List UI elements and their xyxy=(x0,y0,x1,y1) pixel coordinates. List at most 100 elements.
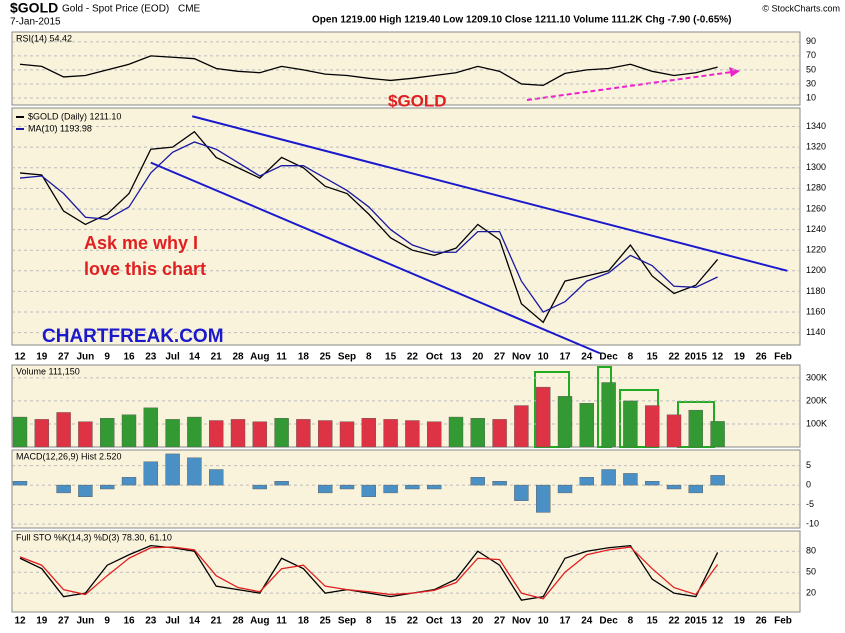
y-tick-label: 30 xyxy=(806,78,816,88)
x-tick-label: 19 xyxy=(734,616,746,627)
trendline xyxy=(150,161,601,355)
x-tick-label: Oct xyxy=(426,352,443,363)
bar xyxy=(623,473,638,486)
bar xyxy=(274,481,289,486)
bar xyxy=(143,407,159,448)
symbol: $GOLD xyxy=(10,0,58,16)
y-tick-label: 1140 xyxy=(806,327,825,337)
bar xyxy=(623,400,638,448)
exchange: CME xyxy=(178,4,201,15)
bar xyxy=(492,481,507,486)
x-tick-label: 18 xyxy=(298,352,310,363)
x-tick-label: 8 xyxy=(366,352,372,363)
bar xyxy=(579,477,594,486)
series-line xyxy=(19,141,718,313)
x-tick-label: Aug xyxy=(250,352,269,363)
price-panel xyxy=(11,107,801,346)
date: 7-Jan-2015 xyxy=(10,17,61,28)
y-tick-label: 80 xyxy=(806,546,816,556)
x-tick-label: 12 xyxy=(712,616,724,627)
bar xyxy=(208,469,224,486)
y-tick-label: 90 xyxy=(806,36,816,46)
bar xyxy=(470,477,485,486)
panels xyxy=(11,31,801,613)
x-tick-label: 13 xyxy=(450,352,462,363)
bar xyxy=(645,481,660,486)
bar xyxy=(666,414,682,448)
x-tick-label: Sep xyxy=(338,616,356,627)
y-tick-label: 70 xyxy=(806,50,816,60)
x-tick-label: 19 xyxy=(36,352,48,363)
series-line xyxy=(19,55,718,87)
bar xyxy=(536,386,551,448)
bar xyxy=(274,418,289,448)
y-tick-label: 10 xyxy=(806,92,816,102)
x-tick-label: Jun xyxy=(77,352,95,363)
x-tick-label: 11 xyxy=(276,616,287,627)
x-tick-label: 19 xyxy=(36,616,48,627)
bar xyxy=(121,477,137,486)
panel-title: MACD(12,26,9) Hist 2.520 xyxy=(16,451,122,461)
x-tick-label: 11 xyxy=(276,352,287,363)
bar xyxy=(56,484,71,494)
bar xyxy=(99,484,115,490)
x-tick-label: 8 xyxy=(366,616,372,627)
y-tick-label: 1180 xyxy=(806,286,825,296)
y-tick-label: 20 xyxy=(806,588,816,598)
y-tick-label: 1160 xyxy=(806,306,825,316)
bar xyxy=(470,418,485,448)
x-tick-label: Jul xyxy=(165,616,180,627)
bar xyxy=(557,396,573,448)
instrument-name: Gold - Spot Price (EOD) xyxy=(62,4,169,15)
bar xyxy=(56,412,71,448)
x-tick-label: 15 xyxy=(385,352,397,363)
x-tick-label: 22 xyxy=(668,616,680,627)
x-tick-label: Oct xyxy=(426,616,443,627)
x-tick-label: 25 xyxy=(320,352,332,363)
y-tick-label: 1260 xyxy=(806,203,826,213)
bar xyxy=(187,416,202,448)
bar xyxy=(405,420,420,448)
y-tick-label: 1340 xyxy=(806,121,826,131)
panel-title: Full STO %K(14,3) %D(3) 78.30, 61.10 xyxy=(16,532,172,542)
y-tick-label: 0 xyxy=(806,479,811,489)
rsi-panel xyxy=(11,31,801,106)
y-tick-label: 1320 xyxy=(806,142,826,152)
annotation: $GOLD xyxy=(388,91,447,110)
y-tick-label: 50 xyxy=(806,567,816,577)
bar xyxy=(34,419,49,448)
sto-panel xyxy=(11,530,801,613)
x-tick-label: 17 xyxy=(559,352,571,363)
series-line xyxy=(19,544,719,601)
x-tick-label: 16 xyxy=(123,352,135,363)
x-tick-label: Jun xyxy=(77,616,95,627)
x-tick-label: 14 xyxy=(189,616,201,627)
x-tick-label: 27 xyxy=(58,352,70,363)
bar xyxy=(99,418,115,448)
bar xyxy=(208,420,224,448)
bar xyxy=(12,416,28,448)
y-tick-label: 300K xyxy=(806,372,827,382)
x-tick-label: 12 xyxy=(712,352,724,363)
credit: © StockCharts.com xyxy=(762,3,840,13)
x-tick-label: 27 xyxy=(494,616,506,627)
bar xyxy=(688,409,703,448)
x-tick-label: 20 xyxy=(472,616,484,627)
x-tick-label: Dec xyxy=(599,616,618,627)
x-tick-label: 26 xyxy=(756,352,768,363)
x-tick-label: 23 xyxy=(145,616,157,627)
bar xyxy=(361,418,376,448)
y-tick-label: 200K xyxy=(806,395,827,405)
x-tick-label: 9 xyxy=(104,616,110,627)
x-tick-label: Aug xyxy=(250,616,269,627)
x-tick-label: 12 xyxy=(14,352,26,363)
bar xyxy=(187,457,202,486)
x-tick-label: 21 xyxy=(211,616,223,627)
bar xyxy=(710,475,725,486)
panel-title: RSI(14) 54.42 xyxy=(16,33,72,43)
bar xyxy=(383,419,398,448)
bar xyxy=(383,484,398,494)
bar xyxy=(579,403,594,448)
trendline xyxy=(191,115,788,272)
